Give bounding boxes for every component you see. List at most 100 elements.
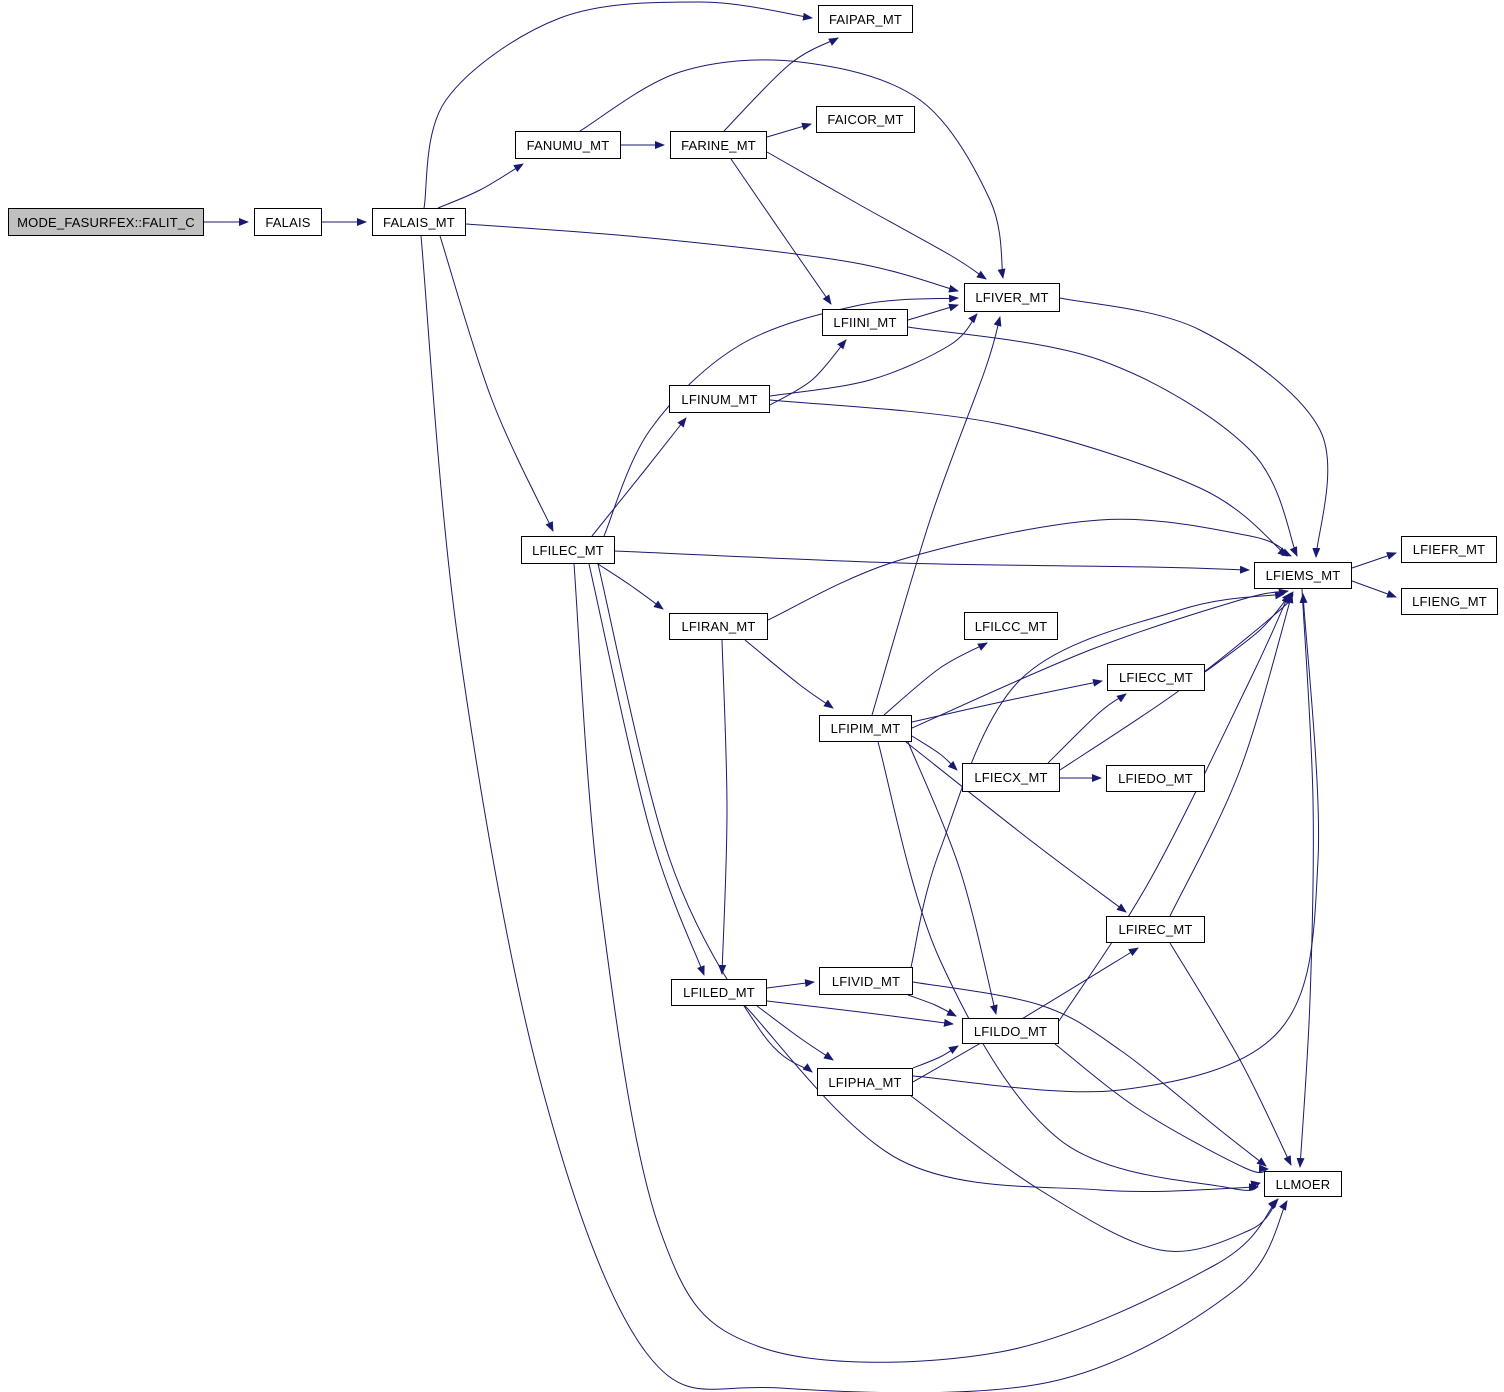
node-lfilcc_mt[interactable]: LFILCC_MT	[964, 612, 1058, 640]
edge-lfinum_mt-lfiems_mt	[769, 399, 1288, 557]
edge-lfipim_mt-lfiver_mt	[871, 316, 1002, 716]
node-lfivid_mt[interactable]: LFIVID_MT	[819, 967, 913, 995]
edge-lfirec_mt-llmoer	[1169, 942, 1292, 1166]
node-label-lfirec_mt: LFIREC_MT	[1118, 922, 1193, 937]
edge-lfipim_mt-llmoer	[877, 741, 1261, 1191]
node-lfinum_mt[interactable]: LFINUM_MT	[669, 385, 770, 413]
node-label-fanumu_mt: FANUMU_MT	[526, 137, 610, 153]
node-lfilec_mt[interactable]: LFILEC_MT	[521, 536, 615, 564]
node-label-lfivid_mt: LFIVID_MT	[831, 973, 901, 989]
edge-lfilec_mt-lfinum_mt	[591, 417, 687, 537]
node-lfiems_mt[interactable]: LFIEMS_MT	[1254, 562, 1352, 589]
node-label-lfiini_mt: LFIINI_MT	[833, 315, 897, 330]
edge-lfiran_mt-lfiems_mt	[767, 518, 1292, 621]
node-lfildo_mt[interactable]: LFILDO_MT	[962, 1018, 1059, 1044]
node-label-faipar_mt: FAIPAR_MT	[828, 11, 903, 27]
node-lfiedo_mt[interactable]: LFIEDO_MT	[1106, 765, 1205, 792]
edge-lfipim_mt-lfiecc_mt	[911, 678, 1103, 723]
node-label-lfilcc_mt: LFILCC_MT	[974, 618, 1048, 634]
node-label-farine_mt: FARINE_MT	[681, 137, 756, 153]
node-lfipim_mt[interactable]: LFIPIM_MT	[819, 715, 912, 742]
edge-lfilec_mt-lfiran_mt	[597, 563, 664, 610]
edge-lfilec_mt-lfiems_mt	[614, 550, 1250, 574]
edge-lfiems_mt-lfieng_mt	[1351, 580, 1397, 598]
edge-falais_mt-lfiver_mt	[465, 223, 959, 293]
node-falit_c[interactable]: MODE_FASURFEX::FALIT_C	[8, 208, 204, 236]
node-label-lfiled_mt: LFILED_MT	[683, 985, 755, 1000]
edge-lfiini_mt-lfiver_mt	[907, 303, 959, 321]
edge-lfirec_mt-lfiems_mt	[1169, 593, 1294, 917]
node-falais_mt[interactable]: FALAIS_MT	[372, 208, 466, 236]
node-lfiefr_mt[interactable]: LFIEFR_MT	[1401, 536, 1497, 563]
edge-lfiini_mt-lfiems_mt	[907, 326, 1298, 557]
node-lfiecx_mt[interactable]: LFIECX_MT	[962, 763, 1060, 792]
node-falais[interactable]: FALAIS	[254, 208, 322, 236]
edge-farine_mt-faicor_mt	[766, 122, 812, 138]
node-label-lfilec_mt: LFILEC_MT	[532, 542, 604, 558]
edge-lfildo_mt-lfiems_mt	[1058, 593, 1290, 1022]
node-llmoer[interactable]: LLMOER	[1264, 1171, 1342, 1197]
node-label-lfinum_mt: LFINUM_MT	[681, 391, 758, 407]
node-lfiecc_mt[interactable]: LFIECC_MT	[1107, 664, 1205, 691]
node-label-lfipim_mt: LFIPIM_MT	[830, 721, 901, 736]
node-faipar_mt[interactable]: FAIPAR_MT	[818, 5, 913, 33]
edge-falais_mt-lfilec_mt	[439, 235, 554, 532]
edge-lfiled_mt-lfipha_mt	[756, 1005, 834, 1061]
node-label-falais: FALAIS	[265, 214, 311, 230]
node-lfipha_mt[interactable]: LFIPHA_MT	[817, 1068, 913, 1096]
node-label-faicor_mt: FAICOR_MT	[827, 112, 904, 127]
edge-lfipha_mt-llmoer	[910, 1095, 1279, 1252]
edge-lfiecc_mt-lfiems_mt	[1204, 592, 1292, 673]
edge-lfinum_mt-lfiini_mt	[769, 339, 847, 406]
node-label-lfipha_mt: LFIPHA_MT	[828, 1074, 902, 1090]
edge-lfiems_mt-lfiefr_mt	[1351, 552, 1397, 569]
edge-lfilec_mt-lfiled_mt	[588, 563, 705, 976]
edge-lfipha_mt-lfildo_mt	[912, 1045, 959, 1069]
node-label-lfiran_mt: LFIRAN_MT	[681, 619, 756, 634]
node-label-falais_mt: FALAIS_MT	[383, 214, 455, 230]
edge-lfiled_mt-lfildo_mt	[766, 1000, 954, 1027]
node-lfirec_mt[interactable]: LFIREC_MT	[1106, 916, 1205, 943]
node-lfiver_mt[interactable]: LFIVER_MT	[964, 283, 1060, 312]
node-label-llmoer: LLMOER	[1275, 1176, 1331, 1192]
edge-lfiecx_mt-lfiecc_mt	[1047, 693, 1127, 764]
edge-lfipha_mt-lfirec_mt	[912, 947, 1139, 1083]
edge-farine_mt-faipar_mt	[723, 37, 839, 132]
node-lfiled_mt[interactable]: LFILED_MT	[671, 979, 767, 1006]
edge-fanumu_mt-lfiver_mt	[579, 59, 1006, 279]
edge-lfilec_mt-lfipha_mt	[597, 563, 813, 1073]
edge-falais_mt-faipar_mt	[423, 1, 813, 209]
node-lfiini_mt[interactable]: LFIINI_MT	[822, 309, 908, 336]
edge-farine_mt-lfiver_mt	[766, 151, 987, 280]
edge-lfilec_mt-lfiver_mt	[603, 294, 959, 537]
node-fanumu_mt[interactable]: FANUMU_MT	[515, 131, 621, 159]
node-label-lfiems_mt: LFIEMS_MT	[1265, 568, 1341, 583]
edge-lfipha_mt-lfiems_mt	[912, 593, 1320, 1093]
edge-lfiran_mt-lfiled_mt	[718, 639, 728, 975]
edge-farine_mt-lfiini_mt	[730, 158, 832, 305]
edge-lfilec_mt-llmoer	[573, 563, 1278, 1363]
edge-lfipim_mt-lfirec_mt	[905, 741, 1127, 913]
edge-lfivid_mt-lfiems_mt	[910, 591, 1285, 968]
edge-lfildo_mt-llmoer	[1054, 1043, 1269, 1174]
edge-lfipim_mt-lfilcc_mt	[883, 642, 988, 716]
node-lfieng_mt[interactable]: LFIENG_MT	[1401, 588, 1498, 615]
edge-lfivid_mt-llmoer	[912, 981, 1267, 1167]
edge-lfiled_mt-llmoer	[744, 1005, 1259, 1192]
node-farine_mt[interactable]: FARINE_MT	[670, 131, 767, 159]
node-lfiran_mt[interactable]: LFIRAN_MT	[669, 613, 768, 640]
node-label-lfiefr_mt: LFIEFR_MT	[1412, 542, 1486, 557]
edge-lfipim_mt-lfiems_mt	[911, 588, 1289, 729]
node-faicor_mt[interactable]: FAICOR_MT	[816, 106, 915, 133]
node-label-falit_c: MODE_FASURFEX::FALIT_C	[17, 214, 195, 230]
node-label-lfildo_mt: LFILDO_MT	[973, 1023, 1048, 1039]
edge-lfipim_mt-lfiecx_mt	[911, 735, 958, 771]
node-label-lfieng_mt: LFIENG_MT	[1412, 594, 1487, 609]
node-label-lfiedo_mt: LFIEDO_MT	[1118, 771, 1193, 786]
edge-lfinum_mt-lfiver_mt	[769, 313, 978, 397]
edge-lfiran_mt-lfipim_mt	[744, 639, 834, 709]
node-label-lfiecx_mt: LFIECX_MT	[974, 770, 1048, 785]
edge-lfiled_mt-lfivid_mt	[766, 979, 815, 989]
